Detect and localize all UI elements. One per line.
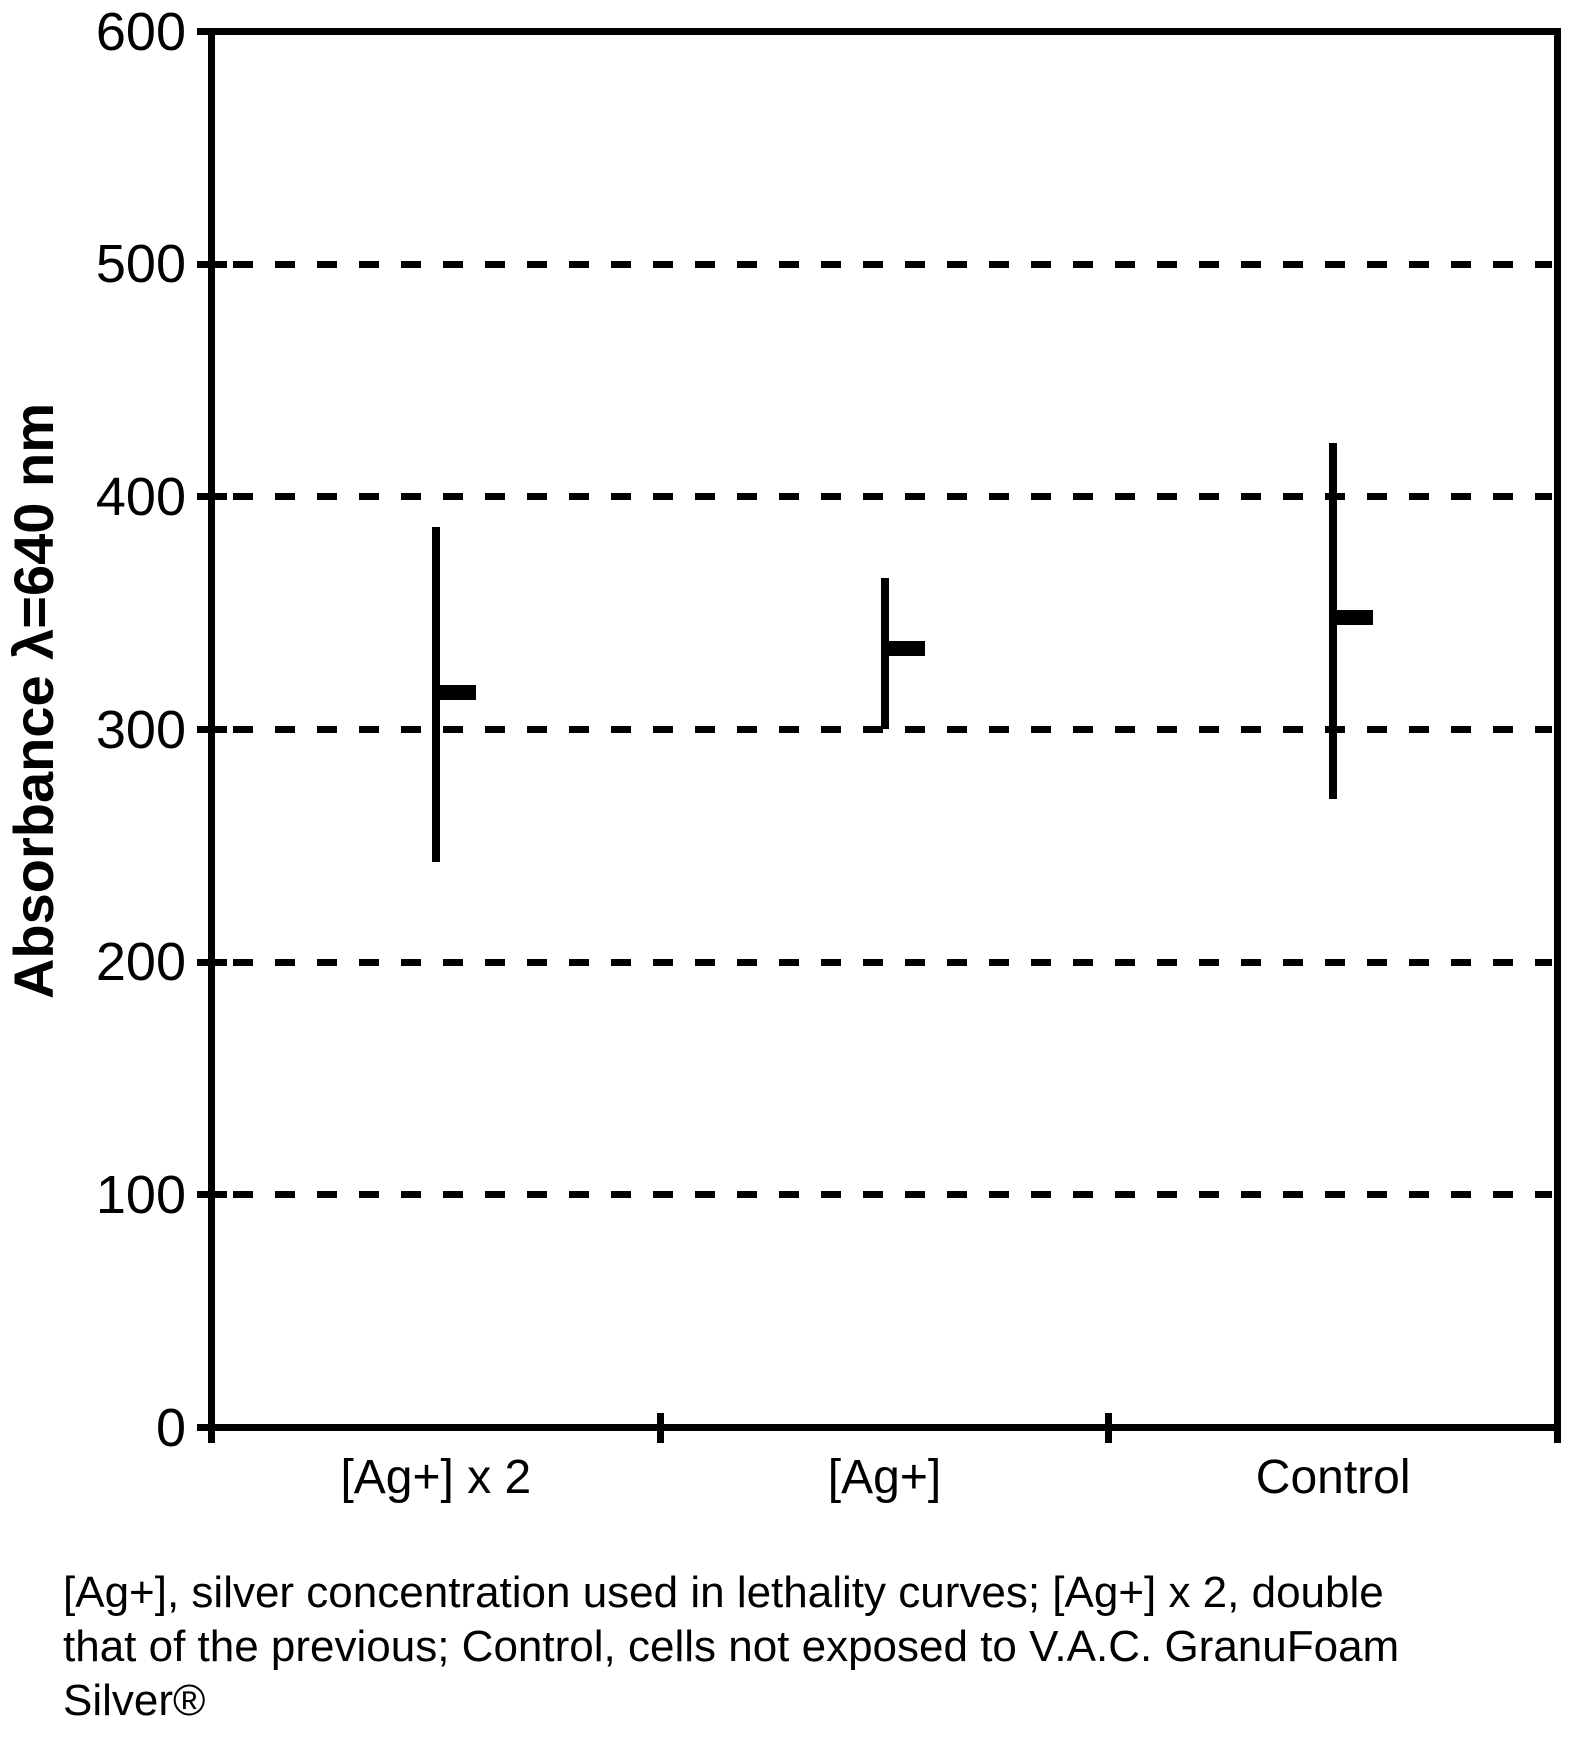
y-tick-label-100: 100 (95, 1164, 186, 1225)
x-axis-tick-2 (1105, 1412, 1113, 1443)
y-tick-label-600: 600 (95, 1, 186, 62)
y-axis-tick-400 (197, 493, 227, 501)
gridline-200 (233, 958, 1552, 966)
x-category-label-0: [Ag+] x 2 (340, 1451, 532, 1504)
gridline-100 (233, 1191, 1552, 1199)
y-axis-tick-300 (197, 726, 227, 733)
gridline-300 (233, 726, 1552, 733)
caption-line-1: [Ag+], silver concentration used in leth… (63, 1568, 1384, 1617)
caption-line-3: Silver® (63, 1676, 206, 1725)
x-category-label-2: Control (1255, 1451, 1411, 1504)
y-tick-label-400: 400 (95, 466, 186, 527)
x-category-label-1: [Ag+] (827, 1451, 942, 1504)
mean-marker-2 (1329, 610, 1374, 626)
caption-line-2: that of the previous; Control, cells not… (63, 1622, 1400, 1671)
y-tick-label-0: 0 (155, 1397, 186, 1458)
y-axis-tick-600 (197, 28, 227, 35)
y-tick-label-200: 200 (95, 932, 186, 993)
y-tick-label-300: 300 (95, 699, 186, 760)
x-axis-tick-0 (208, 1412, 215, 1443)
y-axis-tick-100 (197, 1191, 227, 1199)
mean-marker-0 (431, 684, 476, 700)
gridline-400 (233, 493, 1552, 501)
mean-marker-1 (880, 640, 925, 656)
gridline-500 (233, 260, 1552, 268)
y-axis-title: Absorbance λ=640 nm (2, 402, 65, 1000)
y-axis-tick-500 (197, 260, 227, 268)
y-tick-label-500: 500 (95, 234, 186, 295)
y-axis-tick-200 (197, 958, 227, 966)
x-axis-tick-1 (656, 1412, 664, 1443)
figure-caption: [Ag+], silver concentration used in leth… (63, 1566, 1563, 1728)
x-axis-tick-3 (1554, 1412, 1561, 1443)
